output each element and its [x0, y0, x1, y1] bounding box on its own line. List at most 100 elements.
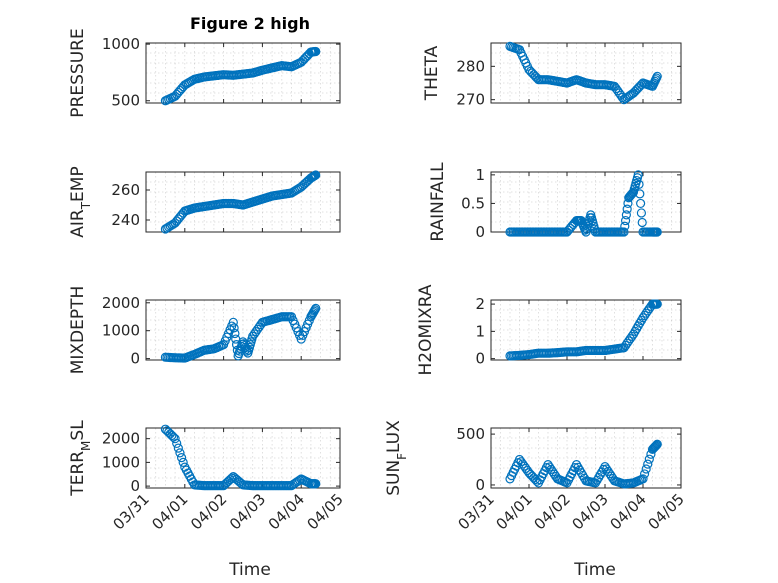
xtick-label: 04/05 [645, 490, 688, 533]
ytick-label: 1000 [102, 35, 140, 53]
data-point [249, 329, 259, 339]
data-point [652, 71, 662, 81]
xlabel-right: Time [573, 560, 616, 580]
markers-h2omixra [505, 299, 662, 361]
data-point [230, 328, 240, 339]
data-point [634, 179, 644, 189]
data-point [638, 313, 648, 323]
data-point [620, 221, 630, 231]
data-point [310, 305, 320, 315]
xtick-label: 04/03 [569, 490, 612, 533]
data-point [311, 479, 321, 489]
ytick-label: 500 [456, 425, 485, 443]
subplot-rainfall: 0 0.5 1 RAINFALL [428, 162, 682, 242]
xtick-label: 04/02 [531, 490, 574, 533]
data-point [228, 317, 238, 327]
data-point [252, 324, 263, 334]
data-point [622, 204, 632, 214]
data-point [600, 462, 610, 472]
data-point [606, 471, 616, 481]
data-point [311, 170, 321, 180]
ylabel-air-temp: AIRTEMP [68, 166, 93, 237]
data-point [636, 198, 646, 209]
xtick-label: 04/02 [187, 490, 230, 533]
ticks-theta: 270 280 [456, 43, 682, 109]
data-point [178, 457, 188, 467]
grid-terr-msl [146, 428, 340, 488]
data-point [641, 308, 651, 318]
ytick-label: 240 [111, 211, 140, 229]
xtick-label: 04/04 [607, 490, 650, 533]
ytick-label: 0 [475, 476, 485, 494]
markers-theta [505, 41, 662, 105]
data-point [173, 443, 183, 453]
xtick-label: 04/05 [304, 490, 347, 533]
data-point [548, 467, 558, 477]
ytick-label: 2 [475, 295, 485, 313]
ticks-mixdepth: 0 1000 2000 [102, 294, 341, 368]
data-point [549, 469, 559, 479]
data-point [229, 323, 239, 333]
data-point [652, 227, 662, 237]
ylabel-sun-flux: SUNFLUX [384, 420, 409, 496]
data-point [624, 336, 634, 346]
markers-rainfall [505, 170, 662, 237]
markers-mixdepth [160, 303, 321, 363]
data-point [635, 189, 645, 199]
ytick-label: 1 [475, 166, 485, 184]
data-point [639, 469, 650, 479]
data-point [630, 86, 640, 96]
data-point [639, 310, 650, 321]
ylabel-pressure: PRESSURE [68, 28, 88, 117]
data-point [527, 68, 537, 78]
data-point [172, 438, 182, 449]
data-point [650, 442, 660, 452]
data-point [652, 439, 662, 449]
data-point [620, 340, 631, 351]
data-point [311, 46, 321, 57]
xtick-label: 04/01 [493, 490, 536, 533]
data-point [167, 430, 177, 441]
data-point [633, 170, 643, 180]
xtick-label: 03/31 [110, 490, 153, 533]
data-point [168, 219, 179, 229]
data-point [176, 453, 187, 463]
subplot-theta: 270 280 THETA [422, 41, 682, 109]
xtick-label: 04/01 [148, 490, 191, 533]
data-point [170, 434, 180, 444]
data-point [546, 464, 556, 474]
markers-air-temp [160, 170, 321, 234]
data-point [605, 469, 615, 479]
data-point [601, 464, 612, 474]
figure-title: Figure 2 high [190, 14, 310, 33]
data-point [619, 227, 629, 237]
ytick-label: 2000 [102, 294, 140, 312]
data-point [622, 338, 632, 348]
ticks-h2omixra: 0 1 2 [475, 295, 682, 368]
data-point [636, 208, 647, 218]
xtick-label: 04/04 [265, 490, 308, 533]
ylabel-terr-msl: TERRMSL [68, 420, 93, 497]
markers-pressure [160, 46, 321, 106]
xtick-label: 04/03 [226, 490, 269, 533]
ytick-label: 1000 [102, 453, 140, 471]
subplot-pressure: 500 1000 PRESSURE [68, 28, 341, 118]
ytick-label: 0 [130, 477, 140, 495]
data-point [627, 331, 637, 341]
xlabel-left: Time [228, 560, 271, 580]
data-point [652, 299, 662, 309]
data-point [637, 217, 647, 228]
ytick-label: 0 [475, 223, 485, 241]
data-point [651, 440, 662, 450]
data-point [603, 466, 613, 476]
data-point [543, 460, 553, 470]
ytick-label: 280 [456, 57, 485, 75]
ytick-label: 270 [456, 91, 485, 109]
ytick-label: 2000 [102, 430, 140, 448]
data-point [621, 210, 631, 220]
subplot-mixdepth: 0 1000 2000 MIXDEPTH [68, 286, 341, 374]
data-point [251, 327, 261, 337]
data-point [165, 429, 175, 439]
data-point [644, 454, 654, 464]
